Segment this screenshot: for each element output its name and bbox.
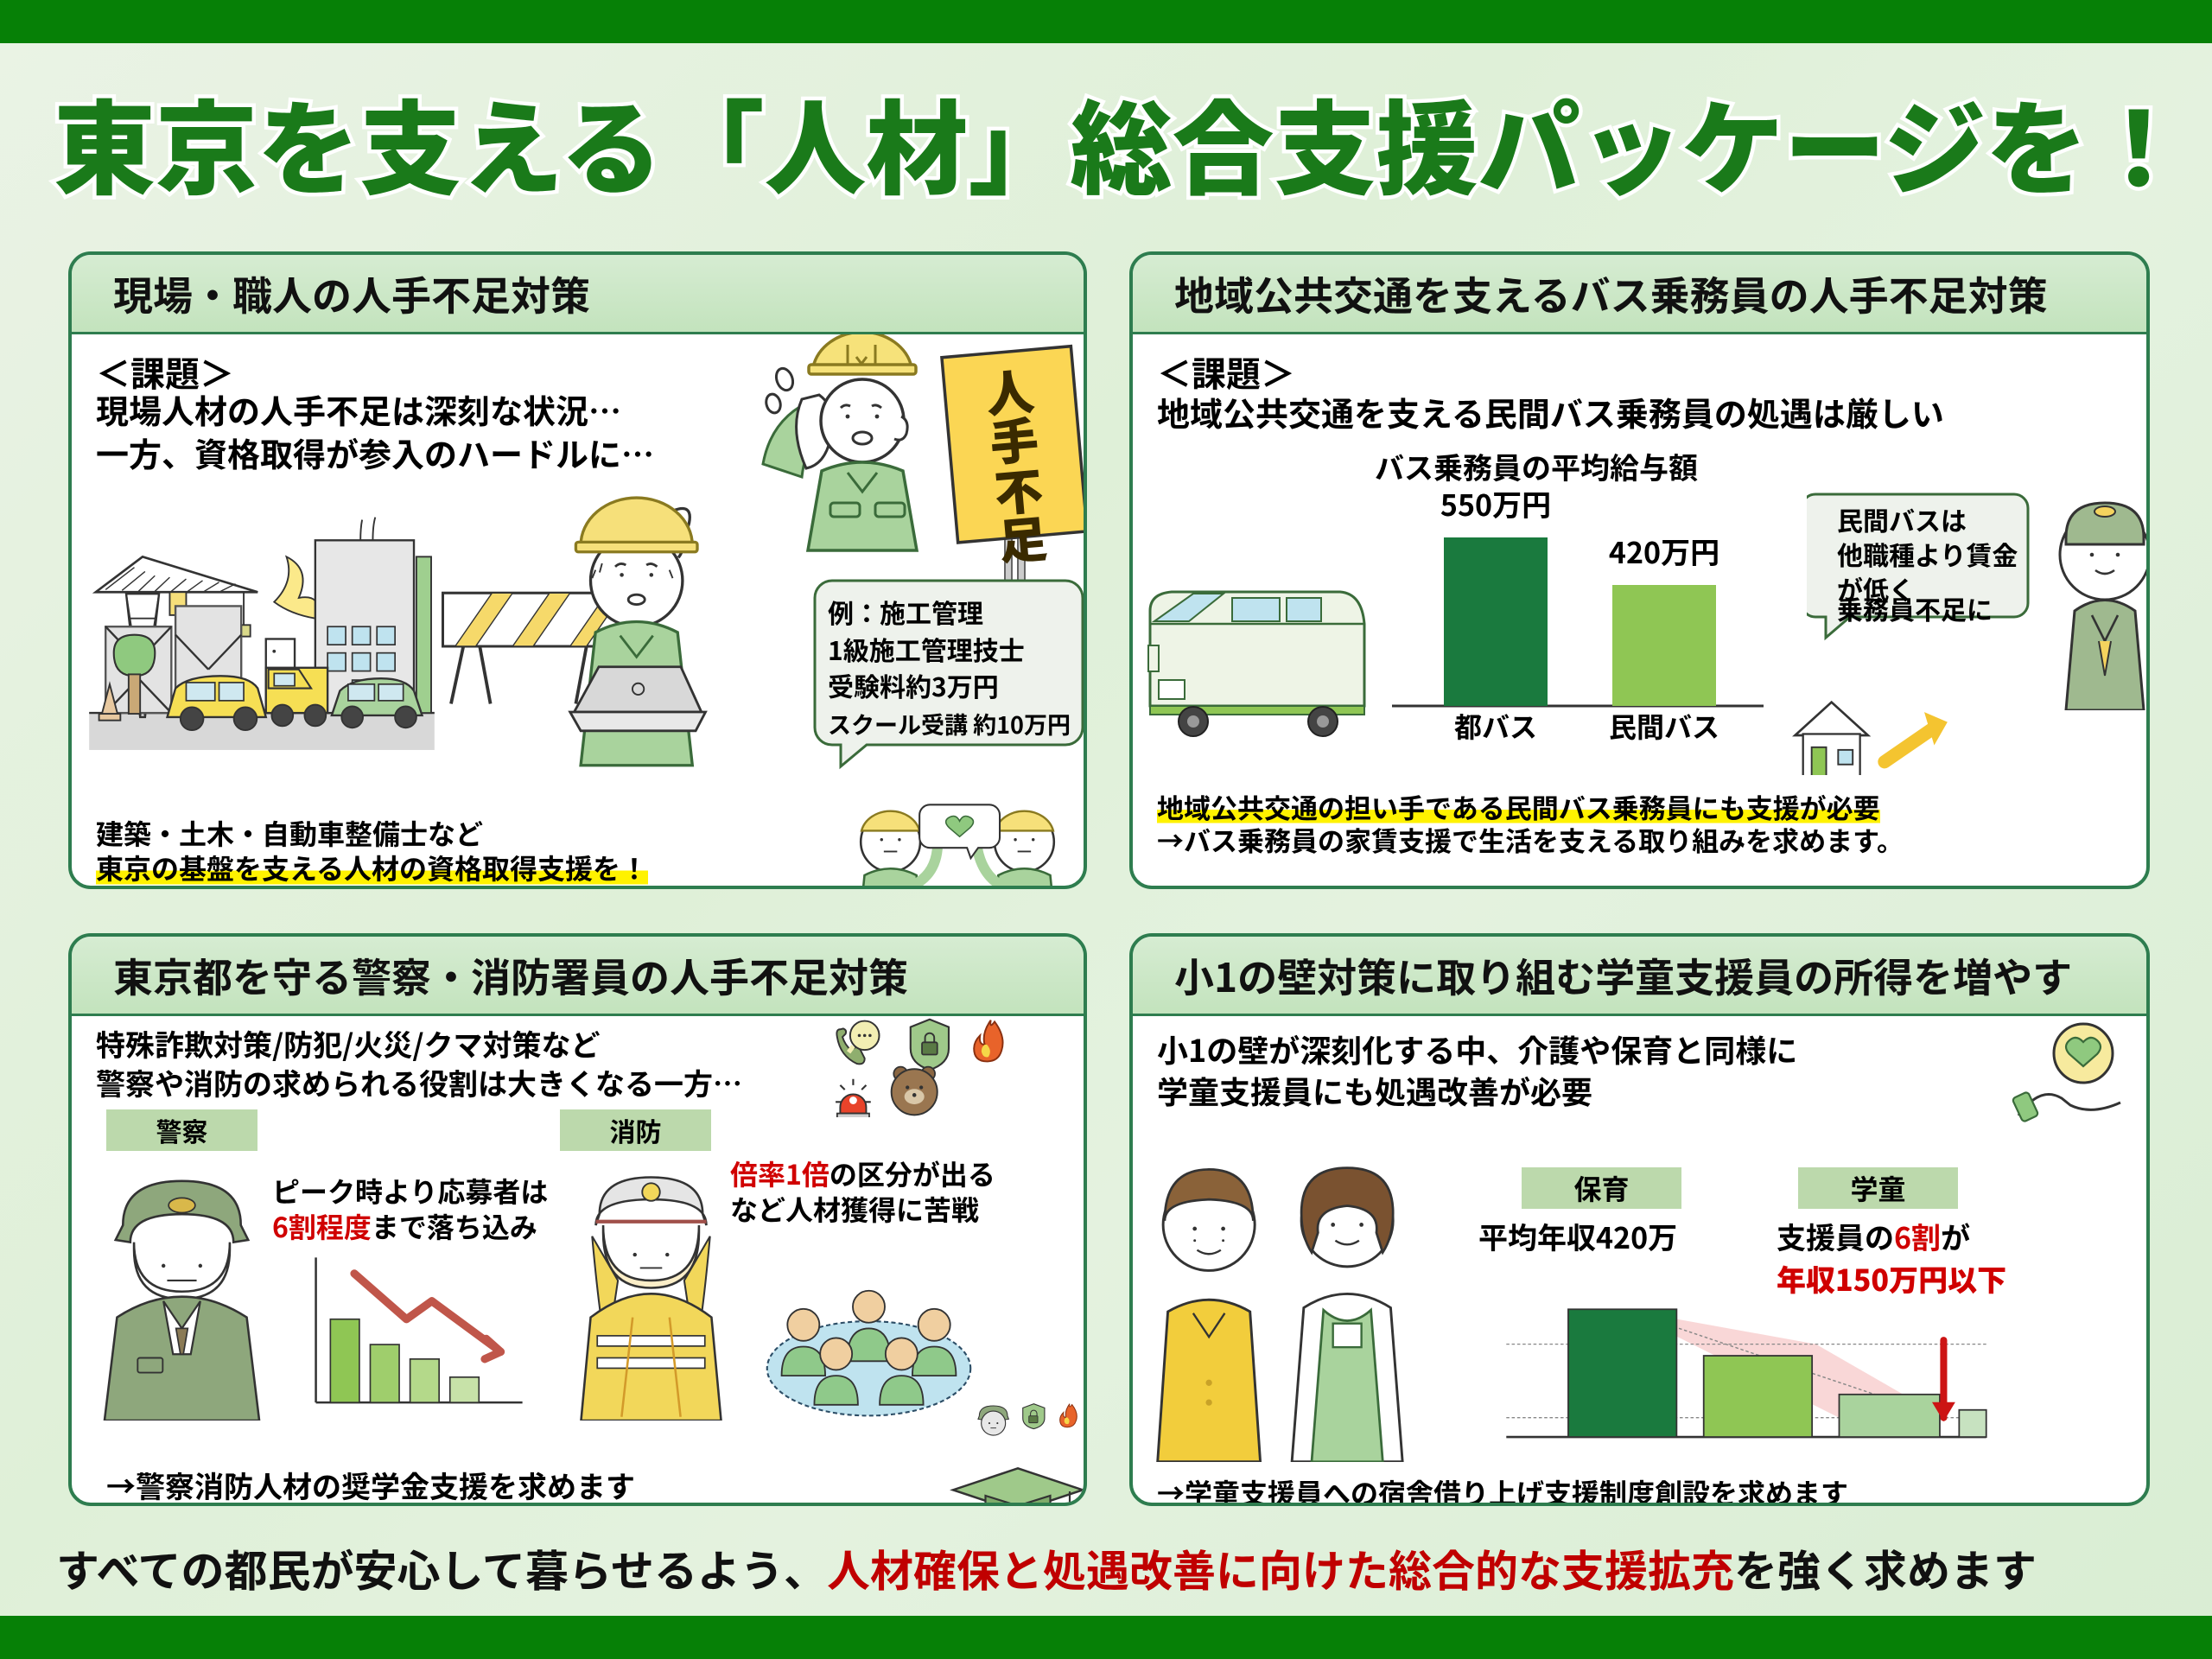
svg-text:他職種より賃金: 他職種より賃金 [1837,535,2018,573]
svg-text:民間バス: 民間バス [1609,706,1719,741]
svg-text:不足: 不足 [982,464,1059,567]
svg-text:人手: 人手 [973,365,1051,468]
svg-text:420万円: 420万円 [1609,530,1719,572]
svg-text:550万円: 550万円 [1440,482,1551,524]
svg-text:都バス: 都バス [1454,706,1537,741]
svg-text:民間バスは: 民間バスは [1837,500,1967,538]
svg-text:乗務員不足に: 乗務員不足に [1837,589,1993,627]
